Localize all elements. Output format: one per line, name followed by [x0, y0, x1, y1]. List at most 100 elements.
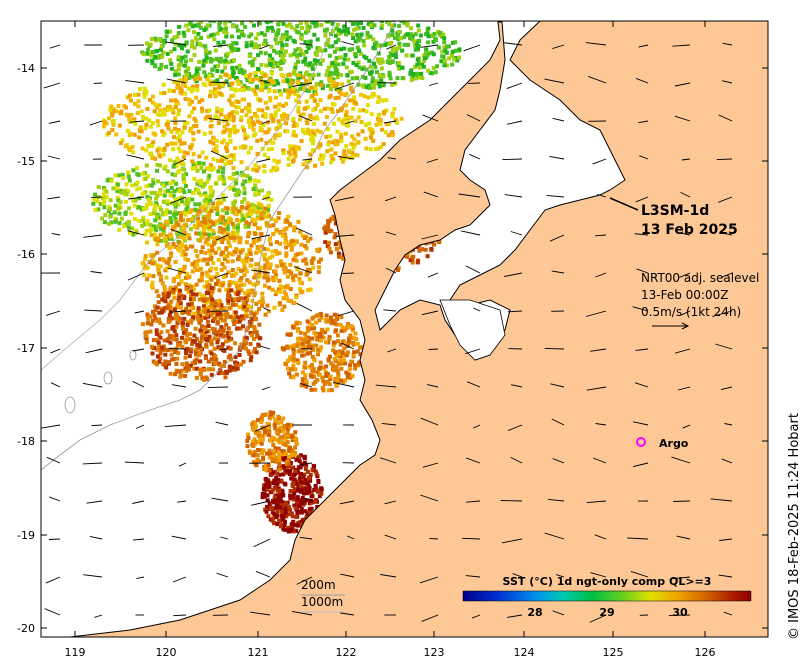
sst-pixel [426, 68, 431, 73]
sst-pixel [144, 206, 149, 211]
sst-pixel [241, 144, 246, 149]
sst-pixel [289, 452, 294, 457]
sst-pixel [145, 173, 150, 178]
sst-pixel [305, 329, 310, 334]
sst-pixel [282, 520, 287, 525]
sst-pixel [173, 141, 178, 146]
sst-pixel [113, 173, 118, 178]
sst-pixel [101, 192, 106, 197]
sst-pixel [168, 193, 173, 198]
sst-pixel [211, 32, 216, 37]
sst-pixel [145, 240, 150, 245]
current-vector [381, 422, 397, 426]
sst-pixel [190, 166, 195, 171]
sst-pixel [393, 36, 397, 40]
sst-pixel [287, 243, 292, 248]
sst-pixel [288, 262, 293, 267]
sst-pixel [305, 469, 310, 474]
sst-pixel [337, 350, 342, 355]
sst-pixel [255, 152, 260, 157]
sst-pixel [291, 352, 296, 357]
sst-pixel [103, 213, 108, 218]
sst-pixel [291, 519, 296, 524]
current-vector [672, 576, 691, 580]
current-vector [296, 576, 313, 585]
sst-pixel [220, 174, 225, 179]
sst-pixel [271, 470, 275, 475]
sst-pixel [264, 509, 269, 514]
sst-pixel [326, 221, 331, 226]
sst-pixel [165, 201, 170, 206]
sst-pixel [260, 437, 265, 442]
sst-pixel [420, 247, 425, 252]
sst-pixel [285, 23, 289, 28]
sst-pixel [260, 291, 265, 296]
sst-pixel [242, 191, 247, 196]
sst-pixel [220, 371, 225, 375]
sst-pixel [254, 282, 259, 287]
sst-pixel [294, 372, 299, 377]
sst-pixel [250, 120, 255, 125]
sst-pixel [308, 113, 313, 118]
sst-pixel [286, 156, 291, 161]
sst-pixel [193, 187, 198, 192]
sst-pixel [209, 372, 214, 377]
argo-float-marker[interactable] [636, 437, 646, 447]
sst-pixel [143, 331, 148, 335]
sst-pixel [143, 91, 148, 96]
sst-pixel [335, 368, 340, 373]
sst-pixel [129, 211, 134, 216]
sst-pixel [136, 205, 141, 210]
sst-pixel [240, 108, 245, 113]
sst-pixel [308, 267, 313, 272]
sst-pixel [202, 309, 207, 314]
sst-pixel [189, 320, 193, 325]
sst-pixel [288, 287, 293, 291]
sst-pixel [295, 523, 300, 528]
sst-pixel [185, 66, 190, 71]
sst-pixel [308, 152, 313, 157]
sst-pixel [293, 506, 298, 511]
sst-pixel [286, 505, 291, 510]
sst-pixel [257, 307, 262, 311]
sst-pixel [161, 199, 166, 204]
current-vector [51, 232, 61, 236]
sst-pixel [150, 254, 155, 259]
sst-pixel [341, 339, 346, 344]
sst-pixel [376, 51, 381, 56]
sst-pixel [141, 191, 146, 196]
sst-pixel [339, 73, 343, 77]
sst-pixel [290, 438, 295, 442]
sst-pixel [327, 240, 331, 245]
sst-pixel [349, 359, 354, 364]
sst-pixel [195, 83, 200, 88]
sst-pixel [197, 320, 202, 325]
sst-pixel [104, 121, 109, 126]
sst-pixel [299, 290, 304, 295]
sst-pixel [386, 122, 391, 127]
sst-pixel [179, 88, 184, 93]
sst-pixel [215, 202, 220, 207]
sst-pixel [291, 375, 296, 380]
current-vector [45, 576, 61, 584]
sst-pixel [228, 330, 233, 335]
current-vector [254, 424, 271, 432]
sst-pixel [343, 113, 348, 118]
sst-pixel [172, 225, 177, 230]
sst-pixel [295, 495, 300, 500]
sst-pixel [305, 105, 310, 110]
sst-pixel [355, 21, 360, 26]
sst-pixel [291, 363, 296, 368]
colorbar-tick-29: 29 [599, 606, 614, 619]
sst-pixel [342, 28, 347, 33]
sst-pixel [270, 146, 274, 151]
sst-pixel [357, 65, 362, 70]
current-vector [458, 193, 481, 198]
sst-pixel [253, 183, 258, 188]
sst-pixel [154, 328, 159, 333]
sst-pixel [158, 238, 163, 243]
sst-pixel [275, 427, 280, 432]
sst-pixel [293, 48, 298, 53]
sst-pixel [192, 207, 197, 212]
sst-pixel [232, 187, 237, 192]
